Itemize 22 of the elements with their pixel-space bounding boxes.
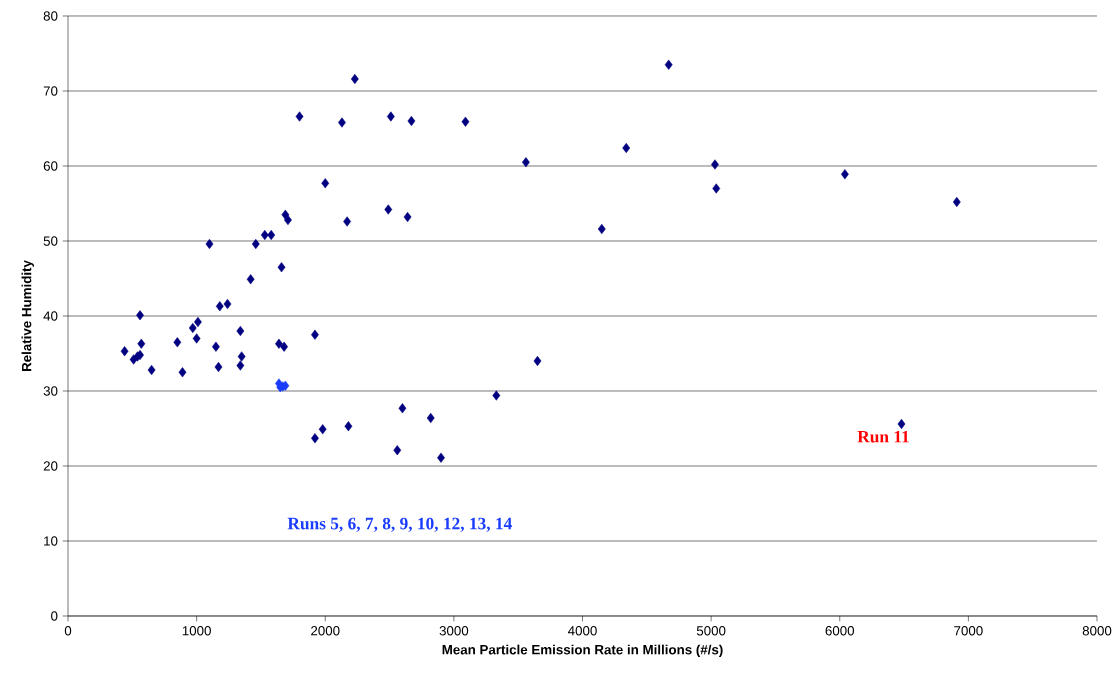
x-tick-label: 6000	[825, 626, 855, 636]
x-tick-label: 5000	[696, 626, 726, 636]
y-axis-title: Relative Humidity	[21, 260, 34, 372]
x-tick-label: 2000	[311, 626, 340, 636]
y-tick-label: 0	[51, 611, 58, 621]
y-tick-label: 60	[43, 161, 58, 171]
y-tick-label: 50	[43, 236, 58, 246]
y-tick-label: 70	[43, 86, 58, 96]
y-tick-label: 30	[43, 386, 58, 396]
y-tick-label: 40	[43, 311, 58, 321]
y-tick-label: 80	[43, 11, 58, 21]
x-axis-title: Mean Particle Emission Rate in Millions (#/s)	[442, 644, 723, 658]
annotation: Run 11	[857, 430, 909, 443]
x-tick-label: 7000	[954, 626, 983, 636]
y-tick-label: 10	[44, 536, 58, 546]
x-tick-label: 8000	[1082, 626, 1112, 636]
x-tick-label: 3000	[439, 626, 469, 636]
x-tick-label: 4000	[567, 626, 597, 636]
y-tick-label: 20	[43, 461, 58, 471]
x-tick-label: 0	[64, 626, 72, 636]
annotation: Runs 5, 6, 7, 8, 9, 10, 12, 13, 14	[287, 517, 512, 532]
x-tick-label: 1000	[182, 626, 211, 636]
